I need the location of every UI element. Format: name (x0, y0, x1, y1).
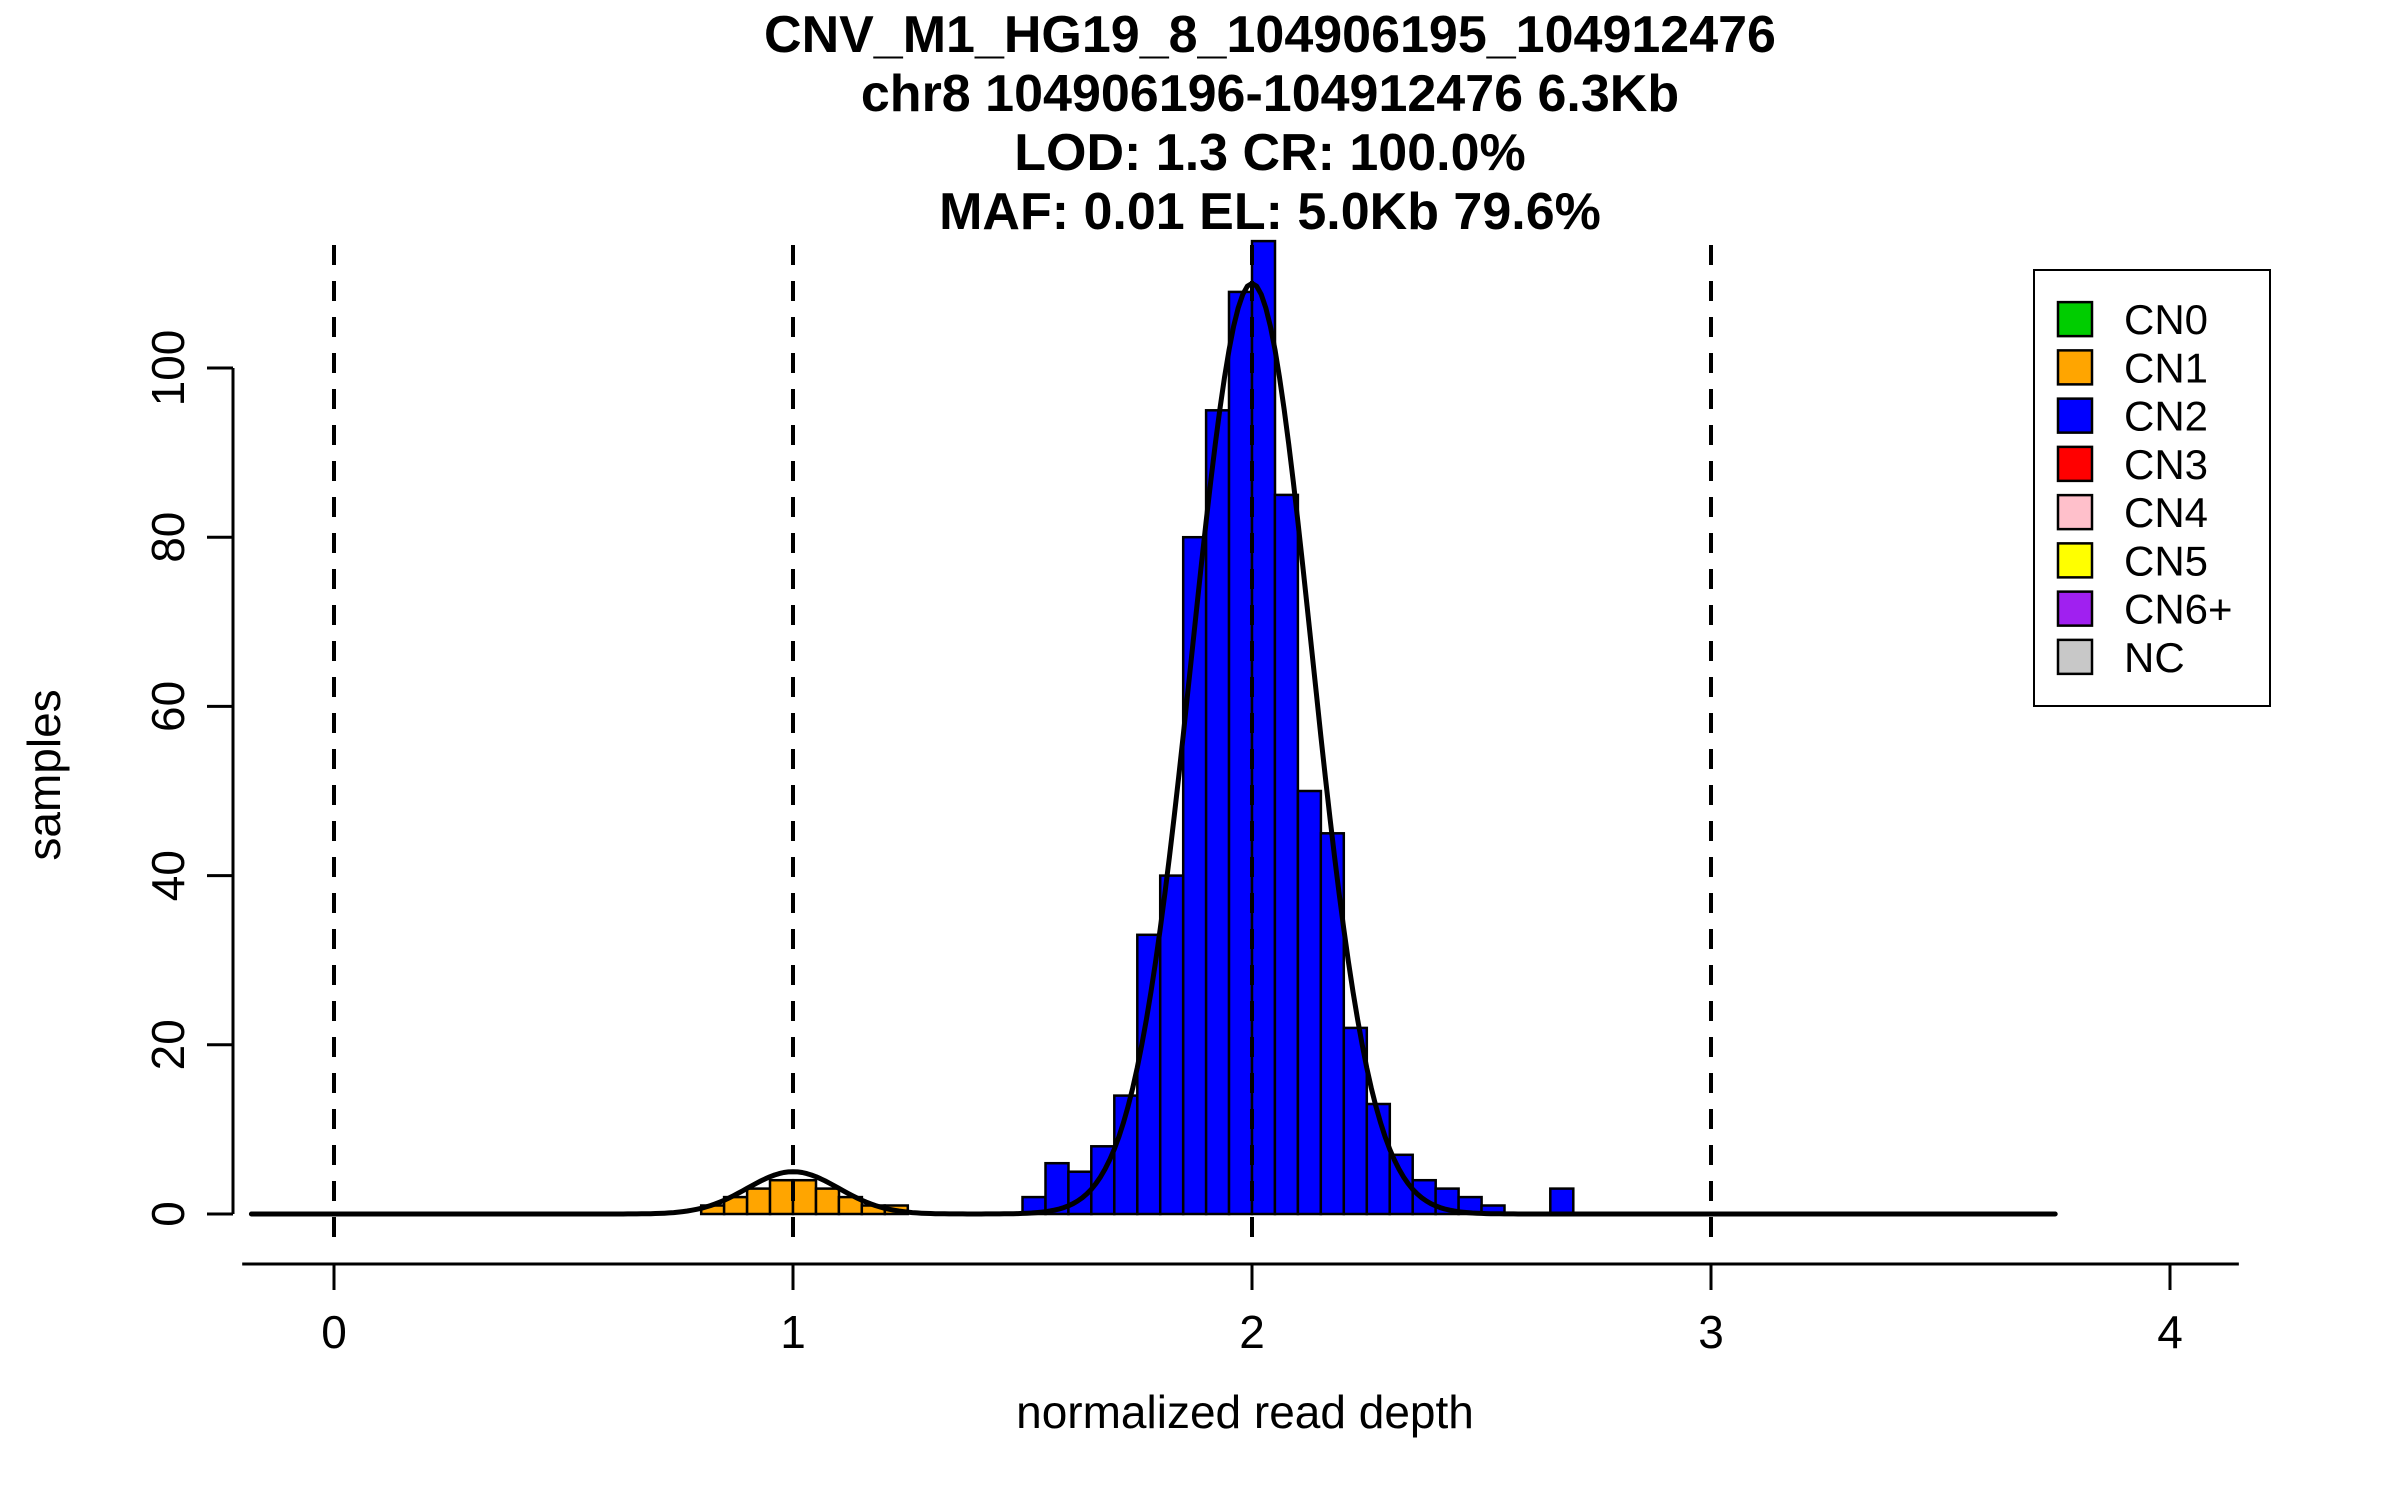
legend-swatch-CN2 (2056, 397, 2094, 434)
bar-CN2 (1549, 1187, 1575, 1216)
legend-item-CN0: CN0 (2056, 296, 2208, 343)
x-axis-label: normalized read depth (1016, 1386, 1474, 1438)
histogram-series-CN2 (1021, 239, 1575, 1216)
bar-CN2 (1296, 789, 1323, 1216)
legend-item-CN6+: CN6+ (2056, 586, 2233, 633)
legend-label-CN4: CN4 (2124, 489, 2208, 536)
chart-title-line-2: chr8 104906196-104912476 6.3Kb (861, 65, 1679, 123)
legend-label-CN3: CN3 (2124, 441, 2208, 488)
legend-swatch-CN1 (2056, 349, 2094, 386)
density-curve (248, 280, 2058, 1217)
legend-label-CN1: CN1 (2124, 344, 2208, 391)
y-tick-label-60: 60 (142, 681, 194, 732)
x-tick-label-2: 2 (1239, 1306, 1265, 1358)
x-tick-label-1: 1 (780, 1306, 806, 1358)
bar-CN1 (768, 1178, 795, 1216)
legend-item-CN1: CN1 (2056, 344, 2208, 391)
chart-title-line-1: CNV_M1_HG19_8_104906195_104912476 (764, 6, 1776, 64)
legend-swatch-CN6+ (2056, 590, 2094, 627)
bar-CN1 (745, 1187, 772, 1216)
bar-CN2 (1273, 493, 1300, 1216)
legend-swatch-NC (2056, 638, 2094, 676)
y-axis: 0 20 40 60 80 100 (142, 330, 235, 1227)
x-tick-label-3: 3 (1698, 1306, 1724, 1358)
legend-item-CN2: CN2 (2056, 393, 2208, 440)
x-tick-label-0: 0 (321, 1306, 347, 1358)
legend-swatch-CN3 (2056, 445, 2094, 483)
legend-swatch-CN5 (2056, 542, 2094, 579)
legend-swatch-CN0 (2056, 300, 2094, 338)
bar-CN2 (1158, 874, 1185, 1216)
legend-border (2033, 269, 2271, 707)
bar-CN2 (1227, 290, 1254, 1216)
chart-title-line-4: MAF: 0.01 EL: 5.0Kb 79.6% (939, 183, 1601, 241)
legend-label-CN2: CN2 (2124, 393, 2208, 440)
bar-CN2 (1250, 239, 1277, 1216)
chart-title-line-3: LOD: 1.3 CR: 100.0% (1014, 124, 1526, 182)
legend-item-CN3: CN3 (2056, 441, 2208, 488)
y-tick-label-0: 0 (142, 1201, 194, 1227)
legend-label-NC: NC (2124, 634, 2185, 681)
x-axis: 0 1 2 3 4 (242, 1262, 2239, 1358)
x-tick-label-4: 4 (2157, 1306, 2183, 1358)
dashed-guides (332, 245, 1713, 1252)
y-axis-label: samples (18, 689, 70, 860)
y-tick-label-40: 40 (142, 850, 194, 901)
bar-CN1 (791, 1178, 818, 1216)
legend-item-CN4: CN4 (2056, 489, 2208, 536)
legend-item-CN5: CN5 (2056, 537, 2208, 584)
y-tick-label-100: 100 (142, 330, 194, 407)
legend-item-NC: NC (2056, 634, 2185, 681)
bar-CN2 (1136, 933, 1162, 1216)
bar-CN1 (814, 1187, 841, 1216)
histogram-bars (699, 239, 1575, 1216)
bar-CN2 (1204, 409, 1231, 1216)
legend-label-CN5: CN5 (2124, 537, 2208, 584)
y-tick-label-20: 20 (142, 1019, 194, 1070)
chart-layer: 0 1 2 3 4020406080100CN0CN1CN2CN3CN4CN5CN6+N… (142, 239, 2271, 1358)
y-tick-label-80: 80 (142, 512, 194, 563)
legend-label-CN0: CN0 (2124, 296, 2208, 343)
legend-label-CN6+: CN6+ (2124, 586, 2233, 633)
legend-swatch-CN4 (2056, 493, 2094, 531)
